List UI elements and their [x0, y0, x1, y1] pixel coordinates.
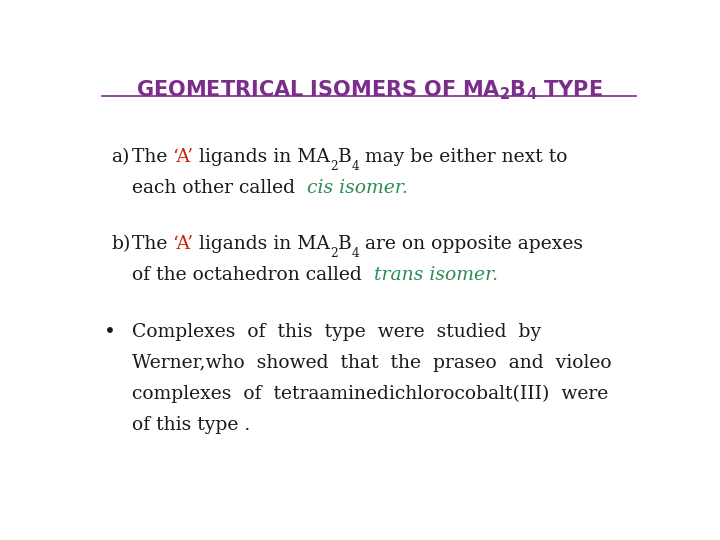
Text: B: B	[338, 235, 352, 253]
Text: a): a)	[111, 148, 130, 166]
Text: each other called: each other called	[132, 179, 307, 197]
Text: The: The	[132, 235, 174, 253]
Text: are on opposite apexes: are on opposite apexes	[359, 235, 583, 253]
Text: 4: 4	[352, 247, 359, 260]
Text: of this type .: of this type .	[132, 416, 250, 434]
Text: may be either next to: may be either next to	[359, 148, 568, 166]
Text: $\bf{GEOMETRICAL\ ISOMERS\ OF\ MA_2B_4\ TYPE}$: $\bf{GEOMETRICAL\ ISOMERS\ OF\ MA_2B_4\ …	[135, 78, 603, 102]
Text: 2: 2	[330, 247, 338, 260]
Text: complexes  of  tetraaminedichlorocobalt(III)  were: complexes of tetraaminedichlorocobalt(II…	[132, 385, 608, 403]
Text: b): b)	[111, 235, 130, 253]
Text: The: The	[132, 148, 174, 166]
Text: cis isomer.: cis isomer.	[307, 179, 408, 197]
Text: ligands in MA: ligands in MA	[199, 235, 330, 253]
Text: Complexes  of  this  type  were  studied  by: Complexes of this type were studied by	[132, 322, 541, 341]
Text: ‘A’: ‘A’	[174, 235, 199, 253]
Text: •: •	[104, 322, 116, 342]
Text: 4: 4	[352, 160, 359, 173]
Text: ‘A’: ‘A’	[174, 148, 199, 166]
Text: of the octahedron called: of the octahedron called	[132, 266, 374, 285]
Text: ligands in MA: ligands in MA	[199, 148, 330, 166]
Text: 2: 2	[330, 160, 338, 173]
Text: Werner,who  showed  that  the  praseo  and  violeo: Werner,who showed that the praseo and vi…	[132, 354, 611, 372]
Text: trans isomer.: trans isomer.	[374, 266, 498, 285]
Text: B: B	[338, 148, 352, 166]
